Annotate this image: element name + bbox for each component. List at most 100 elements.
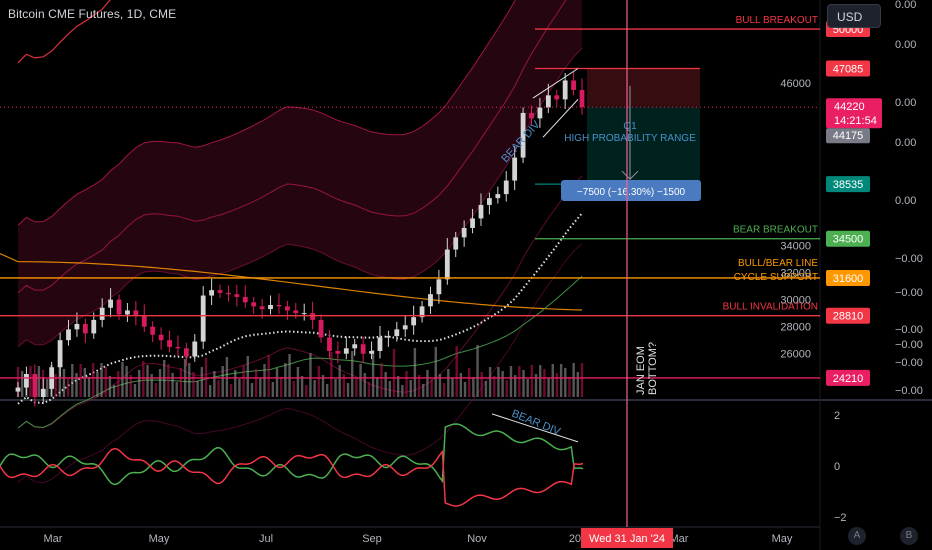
price-axis: 46000 34000 32000 30000 28000 26000 0.00 0.00 0.… [780, 0, 922, 397]
candle-body [242, 296, 248, 303]
candle-body [200, 295, 206, 342]
secondary-axis-tick: 0.00 [895, 137, 916, 149]
candle-body [234, 294, 240, 297]
auto-scale-button[interactable]: A [848, 527, 866, 545]
price-tag: 24210 [833, 373, 864, 385]
volume-bar [29, 366, 32, 397]
q1-label: Q1 [623, 121, 637, 132]
price-axis-tick: 28000 [780, 322, 811, 334]
candle-body [116, 299, 122, 315]
candle-body [301, 313, 307, 315]
volume-bar [468, 368, 471, 397]
volume-bar [150, 374, 153, 397]
price-level-label: BULL/BEAR LINE [738, 258, 818, 269]
volume-bar [158, 369, 162, 397]
volume-bar [522, 370, 525, 397]
candle-body [24, 374, 29, 388]
volume-bar [66, 378, 70, 397]
volume-bar [20, 371, 24, 397]
volume-bar [133, 384, 137, 397]
volume-bar [392, 349, 396, 397]
volume-bar [259, 378, 262, 397]
range-box-lower [587, 107, 700, 185]
volume-bar [129, 375, 132, 397]
volume-bar [83, 368, 87, 397]
candle-body [377, 337, 383, 352]
oscillator-green-line [0, 423, 584, 486]
envelope-band-line [17, 175, 583, 429]
candle-body [537, 107, 543, 119]
volume-bar [543, 369, 546, 397]
symbol-title[interactable]: Bitcoin CME Futures, 1D, CME [8, 7, 177, 21]
volume-bar [288, 354, 291, 397]
candle-body [175, 346, 181, 349]
measure-arrow-head [621, 170, 639, 180]
volume-bar [250, 383, 254, 397]
time-axis-tick: Mar [44, 533, 63, 545]
volume-bar [271, 382, 275, 397]
volume-bar [476, 345, 479, 397]
volume-bar [580, 363, 584, 397]
volume-bar [530, 365, 534, 397]
time-axis-tick: Nov [467, 533, 487, 545]
candle-body [192, 341, 198, 357]
price-tag: 28810 [833, 311, 864, 323]
volume-bar [426, 370, 429, 397]
volume-bar [401, 385, 404, 397]
volume-bars [16, 345, 584, 397]
osc-bear-div-label: BEAR DIV [510, 408, 563, 439]
volume-bar [513, 375, 517, 397]
volume-bar [108, 376, 112, 397]
volume-bar [305, 385, 308, 397]
volume-bar [380, 363, 383, 397]
prev-close-tag: 44175 [833, 130, 864, 142]
ma-orange [0, 253, 583, 311]
price-tag: 31600 [833, 273, 864, 285]
volume-bar [417, 375, 421, 397]
candle-body [562, 80, 568, 100]
volume-bar [92, 363, 95, 397]
envelope-band-line [17, 47, 583, 348]
volume-bar [388, 381, 392, 397]
volume-bar [472, 377, 475, 397]
volume-bar [576, 372, 580, 397]
volume-bar [330, 352, 333, 397]
volume-bar [267, 355, 270, 397]
currency-button[interactable]: USD [827, 4, 881, 28]
volume-bar [234, 370, 237, 397]
volume-bar [359, 364, 362, 397]
candle-body [82, 323, 88, 334]
candle-body [402, 325, 408, 330]
measure-box-label: −7500 (−16.30%) −1500 [577, 187, 686, 198]
volume-bar [505, 380, 508, 397]
price-axis-tick: 30000 [780, 295, 811, 307]
candle-body [318, 319, 324, 338]
candle-body [284, 306, 290, 311]
log-scale-button[interactable]: B [900, 527, 918, 545]
candle-body [209, 290, 215, 296]
volume-bar [539, 365, 542, 397]
volume-bar [413, 348, 417, 397]
ma-white-dotted [17, 212, 583, 405]
envelope-band-line [17, 0, 567, 294]
envelope-band-line [17, 0, 516, 226]
candle-body [545, 95, 551, 108]
volume-bar [459, 373, 463, 397]
volume-bar [438, 374, 442, 397]
price-level-label: BULL INVALIDATION [723, 302, 818, 313]
price-axis-tick: 32000 [780, 268, 811, 280]
volume-bar [208, 385, 212, 397]
candle-body [150, 326, 156, 335]
osc-bear-div-line [491, 413, 579, 443]
volume-bar [225, 357, 229, 397]
candle-body [529, 112, 534, 119]
volume-bar [87, 377, 91, 397]
oscillator-red-line [0, 447, 584, 507]
candle-body [66, 329, 71, 341]
candle-body [335, 351, 341, 354]
volume-bar [242, 365, 245, 397]
candle-body [579, 89, 585, 108]
volume-bar [104, 367, 107, 397]
